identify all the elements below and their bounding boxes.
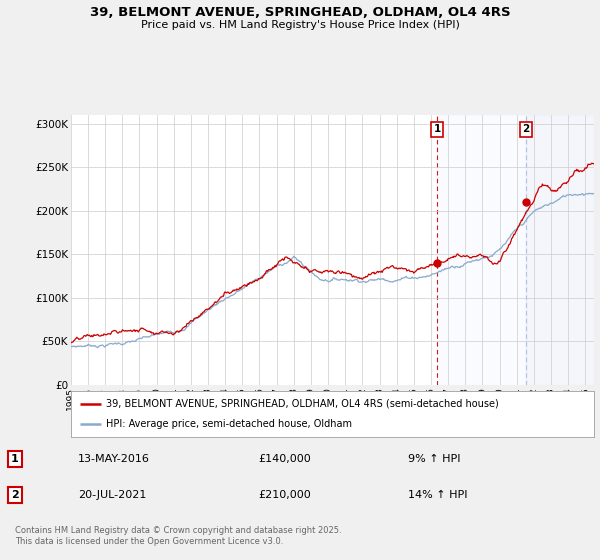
- Text: 1: 1: [11, 454, 19, 464]
- Text: 14% ↑ HPI: 14% ↑ HPI: [408, 491, 467, 500]
- Text: 2: 2: [11, 491, 19, 500]
- Text: 13-MAY-2016: 13-MAY-2016: [78, 454, 150, 464]
- Text: £140,000: £140,000: [258, 454, 311, 464]
- Text: Contains HM Land Registry data © Crown copyright and database right 2025.
This d: Contains HM Land Registry data © Crown c…: [15, 526, 341, 546]
- Text: 2: 2: [523, 124, 530, 134]
- Text: 20-JUL-2021: 20-JUL-2021: [78, 491, 146, 500]
- Text: £210,000: £210,000: [258, 491, 311, 500]
- Bar: [437, 115, 526, 385]
- Bar: [526, 115, 594, 385]
- Text: 39, BELMONT AVENUE, SPRINGHEAD, OLDHAM, OL4 4RS: 39, BELMONT AVENUE, SPRINGHEAD, OLDHAM, …: [89, 6, 511, 18]
- Text: Price paid vs. HM Land Registry's House Price Index (HPI): Price paid vs. HM Land Registry's House …: [140, 20, 460, 30]
- Text: HPI: Average price, semi-detached house, Oldham: HPI: Average price, semi-detached house,…: [106, 419, 352, 429]
- Text: 9% ↑ HPI: 9% ↑ HPI: [408, 454, 461, 464]
- Text: 1: 1: [434, 124, 441, 134]
- Text: 39, BELMONT AVENUE, SPRINGHEAD, OLDHAM, OL4 4RS (semi-detached house): 39, BELMONT AVENUE, SPRINGHEAD, OLDHAM, …: [106, 399, 499, 409]
